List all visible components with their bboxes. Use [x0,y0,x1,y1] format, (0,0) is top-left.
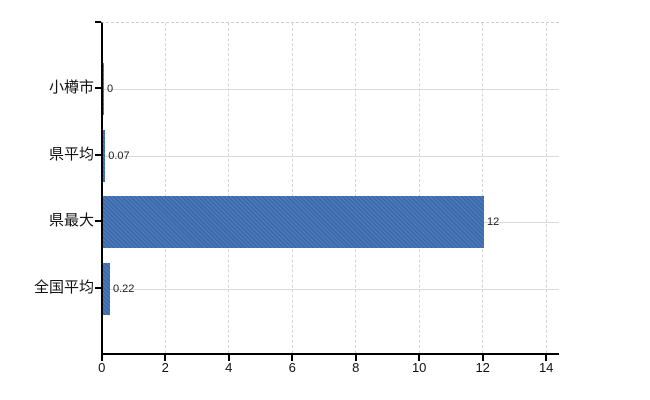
vertical-gridline [228,23,229,353]
vertical-gridline [291,23,293,353]
x-axis-tick-label: 10 [411,360,427,375]
x-axis-tick [100,354,103,361]
bar [103,129,106,182]
category-label: 小樽市 [48,79,94,96]
x-axis-tick [481,354,484,361]
bar [103,63,104,115]
category-label: 県最大 [48,212,94,229]
bar-value-label: 12 [487,216,500,228]
x-axis-tick-label: 14 [538,360,554,375]
x-axis-tick-label: 2 [161,360,169,375]
horizontal-gridline [103,89,559,90]
y-axis-tick [95,153,101,156]
x-axis-tick-label: 8 [352,360,360,375]
vertical-gridline [418,23,420,353]
x-axis-tick [164,354,167,361]
bar-value-label: 0.07 [108,149,130,162]
x-axis-tick [354,354,357,361]
plot-area: 0 0.07 12 0.22 [101,22,559,355]
x-axis-tick-label: 6 [288,360,296,375]
bar [103,262,110,315]
x-axis-tick [418,354,421,361]
horizontal-gridline [103,288,559,290]
x-axis-tick-label: 0 [98,360,106,375]
x-axis-tick-label: 4 [225,360,233,375]
bar-value-label: 0 [107,83,114,95]
vertical-gridline [164,23,166,353]
category-label: 全国平均 [33,278,94,296]
y-axis-tick [95,220,101,222]
x-axis-tick [545,354,548,361]
x-axis-tick [227,354,230,361]
vertical-gridline [545,23,547,353]
y-axis-tick [95,87,101,89]
category-label: 県平均 [48,145,94,163]
x-axis-tick-label: 12 [475,360,490,375]
y-axis-end-tick [95,21,101,23]
vertical-gridline [482,23,483,353]
x-axis-tick [291,354,294,361]
horizontal-gridline [103,155,559,157]
vertical-gridline [355,23,356,353]
bar [103,196,484,248]
bar-value-label: 0.22 [112,282,135,295]
y-axis-tick [95,286,101,289]
